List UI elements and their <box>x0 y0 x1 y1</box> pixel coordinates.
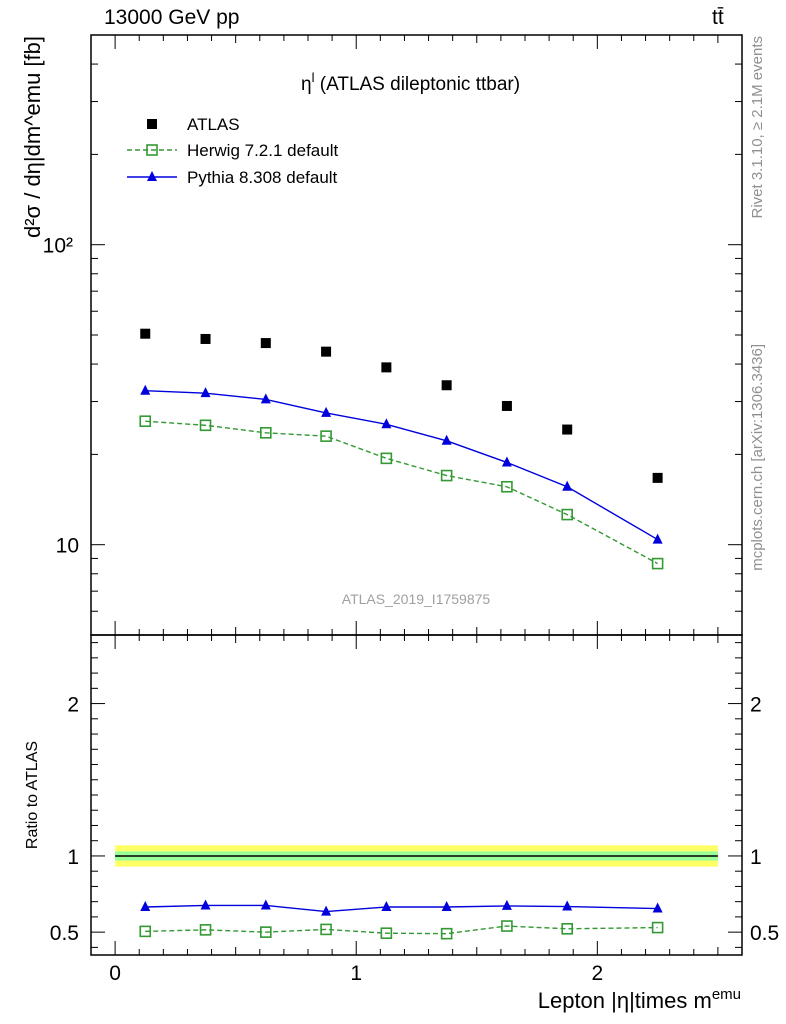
atlas-point <box>441 380 452 391</box>
rivet-label: Rivet 3.1.10, ≥ 2.1M events <box>749 36 766 219</box>
pythia-point <box>652 533 663 544</box>
pythia-point <box>200 387 211 398</box>
ratio-y-tick-label: 1 <box>750 846 762 869</box>
atlas-point <box>562 424 573 435</box>
atlas-point <box>140 328 151 339</box>
legend-pythia-marker <box>147 171 157 181</box>
main-panel <box>139 328 664 570</box>
herwig-point <box>561 508 573 521</box>
watermark: ATLAS_2019_I1759875 <box>342 591 491 607</box>
x-tick-label: 1 <box>350 962 362 985</box>
y-tick-label: 10² <box>43 235 73 258</box>
ratio-pythia-point <box>140 901 151 911</box>
pythia-point <box>381 418 392 429</box>
herwig-point <box>139 415 152 428</box>
legend-herwig-label: Herwig 7.2.1 default <box>187 141 338 160</box>
ratio-herwig-point <box>320 923 332 936</box>
herwig-point <box>501 480 513 493</box>
herwig-point <box>440 469 453 482</box>
ratio-herwig-point <box>139 925 152 938</box>
ratio-pythia-point <box>501 899 512 910</box>
beam-label: 13000 GeV pp <box>104 6 240 29</box>
plot-title: ηl (ATLAS dileptonic ttbar) <box>301 70 520 95</box>
ratio-pythia-point <box>652 902 663 913</box>
herwig-point <box>320 430 332 442</box>
pythia-point <box>441 434 452 445</box>
herwig-line <box>145 420 658 565</box>
legend-atlas-label: ATLAS <box>187 115 240 134</box>
ratio-pythia-point <box>260 899 271 910</box>
ratio-herwig-point <box>501 920 513 932</box>
ratio-herwig-point <box>651 921 664 934</box>
legend-atlas-marker <box>147 119 157 129</box>
ratio-herwig-point <box>260 926 272 938</box>
pythia-point <box>562 480 573 491</box>
herwig-point <box>260 427 272 439</box>
herwig-point <box>199 419 212 432</box>
pythia-line <box>145 390 658 541</box>
ratio-pythia-point <box>381 901 392 911</box>
ratio-y-tick-label: 1 <box>67 846 79 869</box>
atlas-point <box>321 346 332 357</box>
atlas-point <box>260 338 271 349</box>
ratio-pythia-point <box>200 899 211 910</box>
x-axis-label: Lepton |η|times memu <box>538 986 741 1013</box>
panel-frames <box>90 34 743 956</box>
herwig-point <box>380 452 393 465</box>
ratio-y-tick-label: 0.5 <box>50 922 79 945</box>
y-axis-label: d²σ / dη|dm^emu [fb] <box>20 36 45 238</box>
ratio-herwig-point <box>199 924 212 936</box>
ratio-y-axis-label: Ratio to ATLAS <box>24 741 41 849</box>
pythia-point <box>260 393 271 404</box>
ratio-herwig-line <box>145 925 658 935</box>
mcplots-label: mcplots.cern.ch [arXiv:1306.3436] <box>749 344 766 571</box>
ratio-herwig-point <box>380 927 393 940</box>
process-label: tt̄ <box>712 6 724 29</box>
atlas-point <box>652 472 663 483</box>
legend-pythia-label: Pythia 8.308 default <box>187 168 338 187</box>
pythia-point <box>321 406 332 417</box>
pythia-point <box>501 456 512 467</box>
atlas-point <box>200 333 211 344</box>
herwig-point <box>651 557 664 570</box>
ratio-panel <box>115 845 718 940</box>
ratio-y-tick-label: 0.5 <box>750 922 779 945</box>
ratio-pythia-point <box>562 900 573 911</box>
ratio-pythia-point <box>441 901 452 911</box>
ratio-y-tick-label: 2 <box>67 694 79 717</box>
y-tick-label: 10 <box>56 535 79 558</box>
ratio-herwig-point <box>561 922 573 935</box>
legend-herwig-marker <box>146 144 158 156</box>
x-tick-label: 2 <box>591 962 603 985</box>
x-tick-label: 0 <box>109 962 121 985</box>
ratio-pythia-line <box>145 904 658 913</box>
ratio-herwig-point <box>440 927 453 940</box>
atlas-point <box>501 400 512 411</box>
legend: ATLAS Herwig 7.2.1 default Pythia 8.308 de… <box>127 115 338 187</box>
ratio-y-tick-label: 2 <box>750 694 762 717</box>
ratio-pythia-point <box>321 905 332 916</box>
atlas-point <box>381 362 392 373</box>
pythia-point <box>140 384 151 395</box>
